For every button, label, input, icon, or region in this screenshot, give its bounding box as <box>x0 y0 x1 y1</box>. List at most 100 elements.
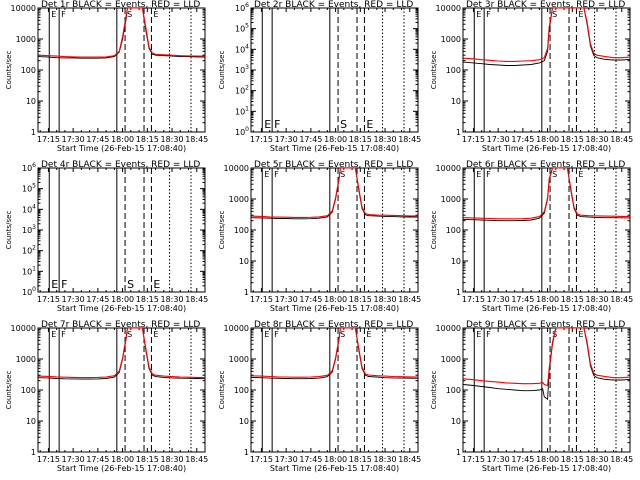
x-axis-subtitle: Start Time (26-Feb-15 17:08:40) <box>57 464 186 473</box>
marker-label: E <box>578 10 583 19</box>
x-tick-label: 18:30 <box>586 295 609 304</box>
x-tick-label: 17:15 <box>250 135 273 144</box>
series-lld-line <box>463 8 630 62</box>
y-tick-label: 100 <box>21 66 36 75</box>
y-tick-label: 10 <box>239 417 249 426</box>
panel-frame <box>250 167 419 293</box>
y-tick-label: 104 <box>22 203 36 214</box>
y-tick-label: 10000 <box>436 4 461 13</box>
x-tick-label: 18:45 <box>185 135 208 144</box>
marker-label: E <box>578 170 583 179</box>
x-tick-label: 17:30 <box>275 455 298 464</box>
y-tick-label: 101 <box>235 105 249 116</box>
x-tick-label: 18:00 <box>324 455 347 464</box>
y-tick-label: 1000 <box>441 35 461 44</box>
x-tick-label: 17:30 <box>62 295 85 304</box>
x-tick-label: 18:45 <box>185 455 208 464</box>
x-tick-label: 17:15 <box>37 135 60 144</box>
y-tick-label: 10000 <box>436 324 461 333</box>
x-tick-label: 17:15 <box>462 135 485 144</box>
panel-title: Det 1r BLACK = Events, RED = LLD <box>41 0 200 10</box>
y-tick-label: 100 <box>21 386 36 395</box>
y-axis-label: Counts/sec <box>218 211 226 250</box>
x-tick-label: 18:30 <box>374 135 397 144</box>
y-axis-label: Counts/sec <box>218 371 226 410</box>
x-tick-label: 18:45 <box>185 295 208 304</box>
y-tick-label: 105 <box>235 23 249 34</box>
marker-label: F <box>274 330 279 339</box>
marker-label: E <box>578 330 583 339</box>
x-tick-label: 18:45 <box>610 295 633 304</box>
marker-label: E <box>476 10 481 19</box>
x-axis-subtitle: Start Time (26-Feb-15 17:08:40) <box>482 304 611 313</box>
x-tick-label: 18:15 <box>561 295 584 304</box>
x-tick-label: 18:45 <box>610 455 633 464</box>
x-tick-label: 17:45 <box>86 135 109 144</box>
x-tick-label: 17:30 <box>487 135 510 144</box>
panel-frame <box>462 167 631 293</box>
x-tick-label: 18:45 <box>398 135 421 144</box>
marker-label: E <box>153 278 160 291</box>
x-tick-label: 17:30 <box>62 135 85 144</box>
x-tick-label: 18:15 <box>136 455 159 464</box>
marker-label: S <box>340 330 345 339</box>
y-axis-label: Counts/sec <box>430 371 438 410</box>
panel-frame <box>462 327 631 453</box>
y-axis-label: Counts/sec <box>430 51 438 90</box>
y-tick-label: 10000 <box>11 4 36 13</box>
x-tick-label: 18:30 <box>161 295 184 304</box>
panel-title: Det 6r BLACK = Events, RED = LLD <box>466 160 625 170</box>
x-tick-label: 18:30 <box>161 135 184 144</box>
x-tick-label: 18:30 <box>374 455 397 464</box>
x-tick-label: 17:45 <box>86 295 109 304</box>
x-axis-subtitle: Start Time (26-Feb-15 17:08:40) <box>57 144 186 153</box>
x-tick-label: 18:00 <box>536 455 559 464</box>
y-tick-label: 1000 <box>229 355 249 364</box>
y-axis-label: Counts/sec <box>5 51 13 90</box>
marker-label: S <box>552 10 557 19</box>
x-tick-label: 18:15 <box>349 135 372 144</box>
y-tick-label: 10 <box>451 97 461 106</box>
x-tick-label: 17:30 <box>275 295 298 304</box>
x-tick-label: 18:00 <box>536 295 559 304</box>
x-tick-label: 17:45 <box>299 455 322 464</box>
marker-label: E <box>366 330 371 339</box>
x-tick-label: 18:45 <box>398 455 421 464</box>
y-tick-label: 1 <box>244 288 249 297</box>
x-tick-label: 17:30 <box>62 455 85 464</box>
panel-det-5: Det 5r BLACK = Events, RED = LLD 17:15 17:… <box>218 160 421 313</box>
y-tick-label: 102 <box>235 85 249 96</box>
x-tick-label: 17:15 <box>37 295 60 304</box>
panel-title: Det 9r BLACK = Events, RED = LLD <box>466 320 625 330</box>
panel-det-3: Det 3r BLACK = Events, RED = LLD 17:15 17:… <box>430 0 633 153</box>
marker-label: E <box>366 118 373 131</box>
x-tick-label: 18:30 <box>374 295 397 304</box>
x-tick-label: 17:15 <box>462 295 485 304</box>
marker-label: S <box>340 170 345 179</box>
panel-frame <box>462 7 631 133</box>
x-tick-label: 18:30 <box>586 135 609 144</box>
marker-label: S <box>552 170 557 179</box>
x-tick-label: 18:15 <box>561 455 584 464</box>
y-tick-label: 103 <box>235 64 249 75</box>
marker-label: E <box>264 170 269 179</box>
x-tick-label: 18:15 <box>136 295 159 304</box>
marker-label: E <box>264 330 269 339</box>
y-tick-label: 10000 <box>224 324 249 333</box>
y-tick-label: 100 <box>22 286 36 297</box>
y-tick-label: 100 <box>446 386 461 395</box>
y-axis-label: Counts/sec <box>5 371 13 410</box>
x-tick-label: 17:15 <box>250 295 273 304</box>
x-tick-label: 18:15 <box>561 135 584 144</box>
x-tick-label: 18:45 <box>610 135 633 144</box>
y-tick-label: 101 <box>22 265 36 276</box>
series-events-line <box>251 168 418 220</box>
series-lld-line <box>251 328 418 378</box>
panel-title: Det 3r BLACK = Events, RED = LLD <box>466 0 625 10</box>
y-axis-label: Counts/sec <box>218 51 226 90</box>
panel-title: Det 5r BLACK = Events, RED = LLD <box>254 160 413 170</box>
y-tick-label: 1 <box>244 448 249 457</box>
